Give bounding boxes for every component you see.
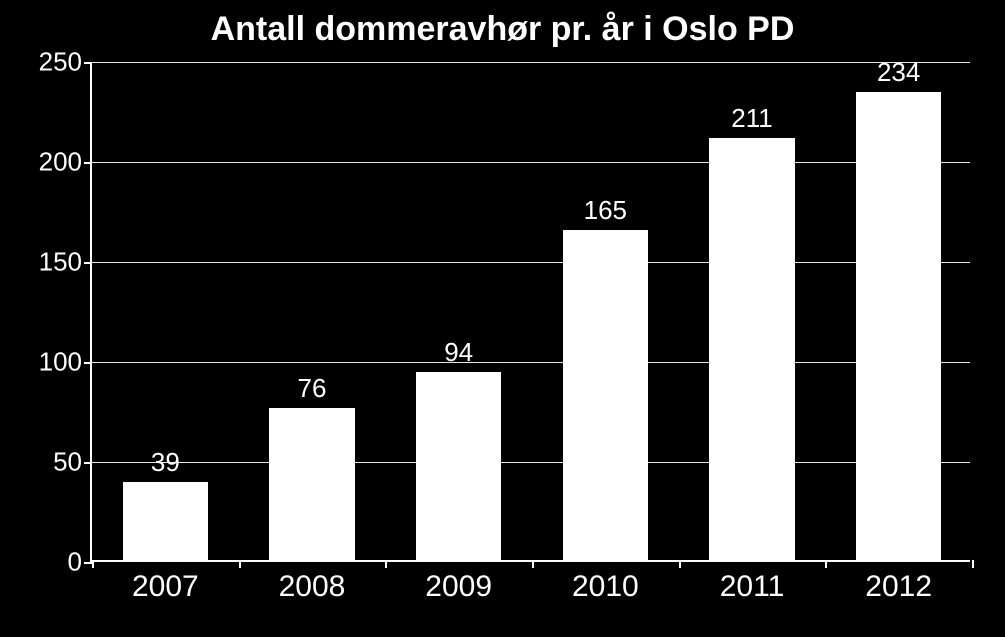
ytick-mark bbox=[84, 162, 92, 164]
ytick-label: 150 bbox=[39, 247, 82, 278]
bar: 39 bbox=[123, 482, 208, 560]
ytick-label: 50 bbox=[53, 447, 82, 478]
xtick-mark bbox=[92, 560, 94, 568]
ytick-mark bbox=[84, 362, 92, 364]
bar-fill bbox=[563, 230, 648, 560]
gridline bbox=[92, 62, 970, 63]
ytick-mark bbox=[84, 462, 92, 464]
chart-title: Antall dommeravhør pr. år i Oslo PD bbox=[0, 10, 1005, 49]
ytick-label: 200 bbox=[39, 147, 82, 178]
plot-area: 397694165211234 050100150200250200720082… bbox=[90, 62, 970, 562]
gridline bbox=[92, 362, 970, 363]
xtick-mark bbox=[972, 560, 974, 568]
bar-value-label: 76 bbox=[298, 373, 327, 404]
bar-fill bbox=[416, 372, 501, 560]
xtick-label: 2011 bbox=[720, 570, 785, 604]
gridline bbox=[92, 262, 970, 263]
bars-container: 397694165211234 bbox=[92, 62, 970, 560]
bar: 211 bbox=[709, 138, 794, 560]
bar-chart: Antall dommeravhør pr. år i Oslo PD 39 76… bbox=[0, 0, 1005, 637]
bar: 76 bbox=[269, 408, 354, 560]
xtick-label: 2010 bbox=[572, 570, 639, 604]
xtick-mark bbox=[239, 560, 241, 568]
xtick-mark bbox=[532, 560, 534, 568]
ytick-mark bbox=[84, 62, 92, 64]
xtick-label: 2007 bbox=[132, 570, 199, 604]
bar: 165 bbox=[563, 230, 648, 560]
xtick-mark bbox=[679, 560, 681, 568]
xtick-mark bbox=[385, 560, 387, 568]
bar: 94 bbox=[416, 372, 501, 560]
bar-fill bbox=[123, 482, 208, 560]
bar-value-label: 211 bbox=[731, 103, 772, 134]
xtick-mark bbox=[825, 560, 827, 568]
xtick-label: 2009 bbox=[425, 570, 492, 604]
bar-value-label: 94 bbox=[444, 337, 473, 368]
bar-fill bbox=[269, 408, 354, 560]
ytick-label: 250 bbox=[39, 47, 82, 78]
bar-value-label: 165 bbox=[584, 195, 627, 226]
ytick-mark bbox=[84, 262, 92, 264]
ytick-mark bbox=[84, 562, 92, 564]
xtick-label: 2012 bbox=[865, 570, 932, 604]
ytick-label: 0 bbox=[68, 547, 82, 578]
gridline bbox=[92, 462, 970, 463]
ytick-label: 100 bbox=[39, 347, 82, 378]
xtick-label: 2008 bbox=[279, 570, 346, 604]
bar-fill bbox=[709, 138, 794, 560]
gridline bbox=[92, 162, 970, 163]
